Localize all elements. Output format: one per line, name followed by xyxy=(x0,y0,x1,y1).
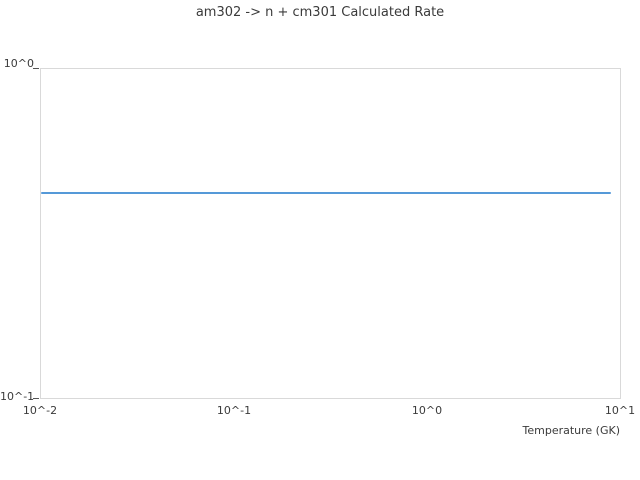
chart-title: am302 -> n + cm301 Calculated Rate xyxy=(195,5,445,20)
xtick-label-1e1: 10^1 xyxy=(604,404,636,417)
xtick-label-1e-2: 10^-2 xyxy=(22,404,58,417)
xtick-label-1e0: 10^0 xyxy=(411,404,443,417)
ytick-label-1e0: 10^0 xyxy=(3,57,34,70)
x-axis-title: Temperature (GK) xyxy=(522,424,621,437)
ytick-mark-1e0 xyxy=(33,68,39,69)
plot-area xyxy=(40,68,621,399)
series-line-calculated-rate xyxy=(41,191,612,194)
ytick-label-1e-1: 10^-1 xyxy=(0,390,35,403)
xtick-label-1e-1: 10^-1 xyxy=(216,404,252,417)
ytick-mark-1e-1 xyxy=(33,398,39,399)
